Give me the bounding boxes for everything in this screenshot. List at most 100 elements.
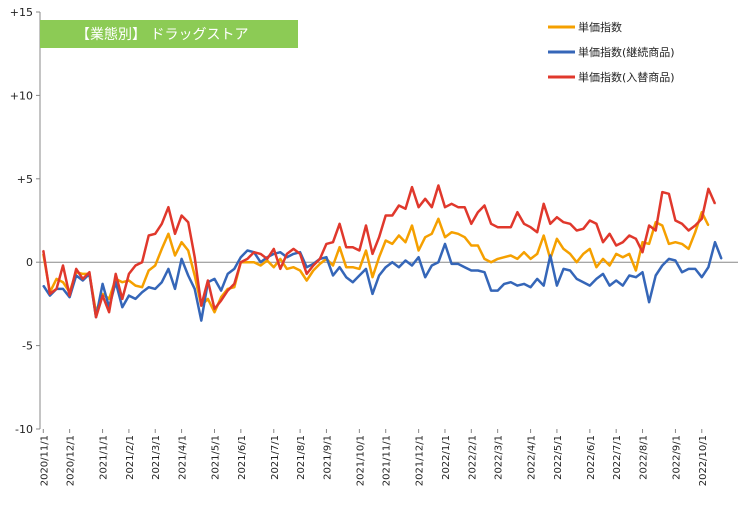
x-tick-label: 2022/2/1 xyxy=(467,435,478,480)
data-point xyxy=(424,198,426,200)
data-point xyxy=(207,298,209,300)
data-point xyxy=(582,228,584,230)
data-point xyxy=(444,206,446,208)
data-point xyxy=(299,253,301,255)
data-point xyxy=(483,204,486,207)
data-point xyxy=(82,278,84,280)
data-point xyxy=(200,305,202,307)
series-line-1 xyxy=(42,210,710,314)
x-tick-label: 2021/11/1 xyxy=(382,435,393,486)
data-point xyxy=(213,308,216,310)
data-point xyxy=(306,273,308,275)
data-point xyxy=(457,263,459,265)
data-point xyxy=(121,298,123,300)
data-point xyxy=(332,274,334,277)
data-point xyxy=(82,279,84,282)
data-point xyxy=(306,279,308,282)
data-point xyxy=(148,234,150,237)
data-point xyxy=(483,271,486,273)
data-point xyxy=(108,311,110,313)
data-point xyxy=(141,291,143,293)
data-point xyxy=(279,258,281,260)
data-point xyxy=(569,253,571,255)
data-point xyxy=(714,241,716,243)
data-point xyxy=(75,268,77,270)
data-point xyxy=(312,264,314,267)
data-point xyxy=(385,214,387,217)
data-point xyxy=(641,251,644,253)
data-point xyxy=(628,253,630,255)
data-point xyxy=(569,223,571,225)
data-point xyxy=(483,258,486,260)
data-point xyxy=(371,253,374,255)
data-point xyxy=(490,290,492,292)
data-point xyxy=(503,226,505,228)
data-point xyxy=(451,203,453,205)
data-point xyxy=(523,283,525,285)
data-point xyxy=(181,214,183,217)
data-point xyxy=(102,295,104,297)
data-point xyxy=(154,233,156,235)
data-point xyxy=(174,288,176,290)
data-point xyxy=(398,234,400,237)
data-point xyxy=(49,293,51,295)
data-point xyxy=(556,285,558,287)
data-point xyxy=(464,266,466,268)
data-point xyxy=(464,236,466,238)
data-point xyxy=(42,249,44,252)
data-point xyxy=(121,281,123,283)
data-point xyxy=(510,226,512,228)
data-point xyxy=(371,276,374,278)
data-point xyxy=(576,261,578,263)
data-point xyxy=(457,233,459,235)
data-point xyxy=(628,274,630,277)
data-point xyxy=(457,206,459,208)
data-point xyxy=(516,211,519,213)
data-point xyxy=(385,266,387,268)
x-tick-label: 2022/5/1 xyxy=(553,435,564,480)
data-point xyxy=(437,218,439,220)
data-point xyxy=(681,271,683,273)
data-point xyxy=(391,243,393,245)
y-tick-label: +15 xyxy=(10,6,33,19)
data-point xyxy=(543,234,545,237)
data-point xyxy=(589,285,591,287)
data-point xyxy=(141,261,143,263)
data-point xyxy=(635,276,637,278)
data-point xyxy=(701,276,703,278)
data-point xyxy=(589,219,591,222)
data-point xyxy=(549,254,551,257)
data-point xyxy=(279,268,281,270)
y-tick-label: +10 xyxy=(10,89,33,102)
legend-label-1: 単価指数 xyxy=(578,20,622,34)
data-point xyxy=(332,241,334,243)
data-point xyxy=(681,243,683,245)
x-tick-label: 2022/7/1 xyxy=(612,435,623,480)
data-point xyxy=(345,266,347,268)
data-point xyxy=(194,256,196,258)
data-point xyxy=(602,273,604,275)
data-point xyxy=(497,226,499,228)
data-point xyxy=(576,278,578,280)
data-point xyxy=(543,285,545,287)
data-point xyxy=(134,298,137,300)
data-point xyxy=(655,274,657,277)
data-point xyxy=(358,268,360,270)
data-point xyxy=(562,248,565,250)
data-point xyxy=(181,258,183,260)
data-point xyxy=(668,243,670,245)
data-point xyxy=(477,269,479,272)
y-tick-label: -10 xyxy=(15,423,33,436)
data-point xyxy=(444,236,446,238)
data-point xyxy=(108,298,110,300)
data-point xyxy=(582,253,584,255)
data-point xyxy=(371,293,374,295)
data-point xyxy=(602,258,604,260)
data-point xyxy=(240,256,242,258)
data-point xyxy=(497,290,499,292)
data-point xyxy=(516,258,519,260)
data-point xyxy=(167,268,169,270)
data-point xyxy=(266,259,268,262)
data-point xyxy=(227,290,229,292)
x-tick-label: 2021/2/1 xyxy=(125,435,136,480)
